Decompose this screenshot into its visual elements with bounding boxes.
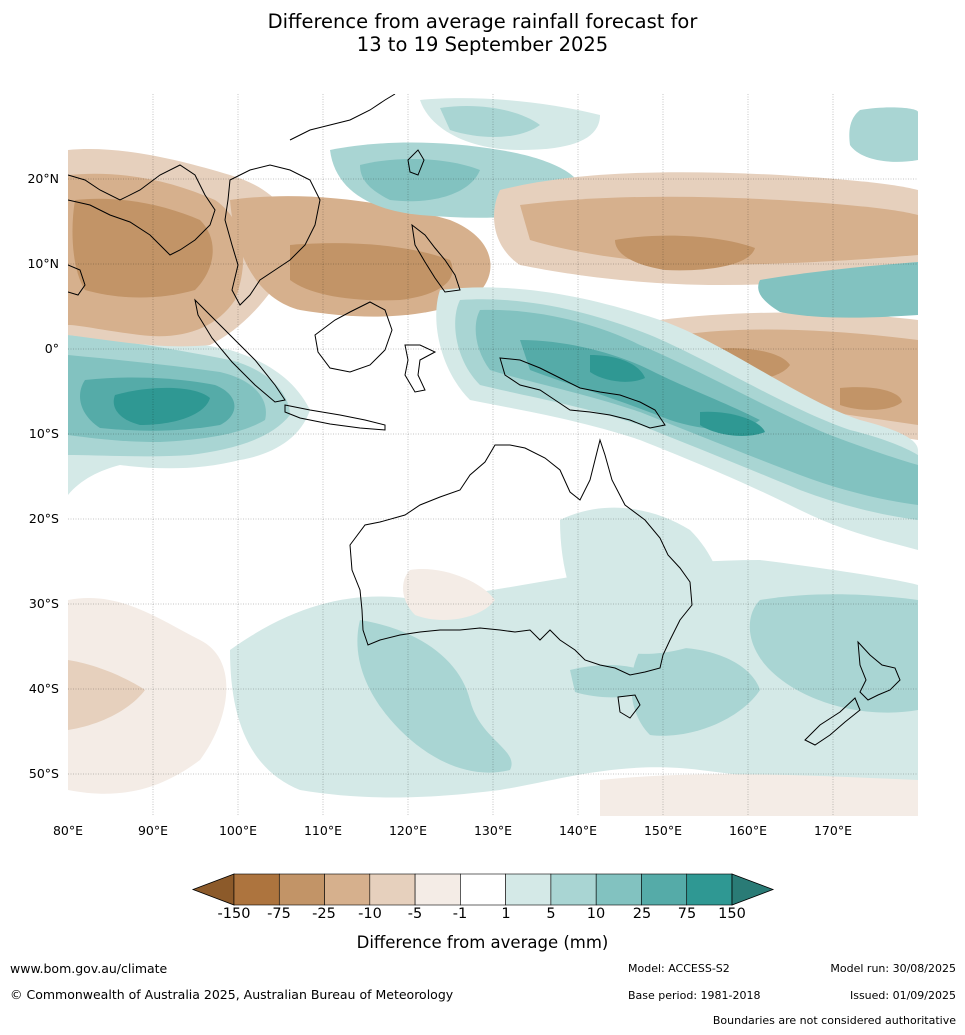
title-line-1: Difference from average rainfall forecas… (267, 10, 698, 33)
anomaly-band-pacific-wet-ne (758, 262, 918, 318)
anomaly-band-aus-east-wet (560, 507, 724, 654)
anomaly-band-south-far (600, 774, 918, 816)
colorbar-tick-neg1: -1 (452, 906, 468, 922)
lat-label-10n: 10°N (27, 256, 59, 271)
graticule (68, 94, 918, 816)
anomaly-band-pacific-wet-ne-2 (849, 107, 918, 162)
anomaly-band-aus-dry (403, 569, 495, 620)
colorbar-tick-25: 25 (632, 906, 652, 922)
colorbar-extend-low (191, 873, 235, 906)
coast-australia (349, 438, 693, 676)
anomaly-band-indian-wet-5 (113, 387, 210, 425)
colorbar-tick-neg5: -5 (407, 906, 423, 922)
colorbar-tick-1: 1 (501, 906, 511, 922)
colorbar-segment (324, 873, 371, 906)
anomaly-band-nz-wet (749, 594, 918, 713)
colorbar-tick-5: 5 (546, 906, 556, 922)
anomaly-band-sea-dry-2 (290, 243, 453, 301)
colorbar-segment (641, 873, 688, 906)
colorbar-segment (460, 873, 506, 906)
lat-label-50s: 50°S (28, 766, 59, 781)
colorbar-segment (550, 873, 597, 906)
lon-label-150e: 150°E (643, 823, 682, 838)
lon-label-100e: 100°E (218, 823, 257, 838)
anomaly-band-south-dry (68, 598, 227, 794)
lat-label-30s: 30°S (28, 596, 59, 611)
colorbar-tick-neg10: -10 (358, 906, 382, 922)
coast-new-zealand-south (804, 697, 861, 746)
anomaly-band-ph-wet-2 (440, 105, 540, 137)
footer-website-link[interactable]: www.bom.gov.au/climate (10, 961, 168, 976)
coast-sumatra (194, 298, 286, 403)
colorbar-segment (369, 873, 416, 906)
footer-model-run: Model run: 30/08/2025 (830, 962, 956, 975)
anomaly-band-ng-wet-5 (590, 355, 645, 382)
footer-model: Model: ACCESS-S2 (628, 962, 730, 975)
coast-taiwan (407, 149, 425, 176)
anomaly-band-south-dry-2 (68, 660, 145, 730)
lon-label-170e: 170°E (813, 823, 852, 838)
anomaly-band-ng-wet-4 (520, 340, 760, 430)
anomaly-band-ng-wet-6 (700, 411, 765, 436)
rainfall-anomaly-map (68, 94, 918, 816)
colorbar-segment (278, 873, 325, 906)
lat-label-10s: 10°S (28, 426, 59, 441)
footer-boundaries-note: Boundaries are not considered authoritat… (712, 1014, 956, 1027)
colorbar-tick-10: 10 (586, 906, 606, 922)
lat-label-20s: 20°S (28, 511, 59, 526)
colorbar-segment (595, 873, 642, 906)
anomaly-band-tasman-wet-2 (357, 620, 512, 773)
colorbar-label: Difference from average (mm) (356, 933, 609, 952)
coast-tasmania (617, 694, 641, 719)
lat-label-0: 0° (44, 341, 59, 356)
colorbar-segment (686, 873, 733, 906)
anomaly-band-pacific-dry-3 (615, 235, 755, 271)
footer-base-period: Base period: 1981-2018 (628, 989, 761, 1002)
anomaly-band-nz-wet-2 (631, 647, 760, 736)
colorbar-segment (505, 873, 552, 906)
anomaly-band-scs-wet-2 (360, 158, 480, 202)
footer-copyright: © Commonwealth of Australia 2025, Austra… (10, 987, 454, 1002)
lon-label-160e: 160°E (728, 823, 767, 838)
coast-sri-lanka (68, 264, 86, 296)
lat-label-20n: 20°N (27, 171, 59, 186)
coast-new-guinea (499, 357, 666, 429)
colorbar-tick-neg75: -75 (267, 906, 291, 922)
map-title: Difference from average rainfall forecas… (0, 10, 965, 56)
colorbar-tick-75: 75 (677, 906, 697, 922)
colorbar-tick-neg25: -25 (312, 906, 336, 922)
coast-philippines (411, 223, 461, 293)
lon-label-110e: 110°E (303, 823, 342, 838)
lon-label-130e: 130°E (473, 823, 512, 838)
coast-sulawesi (404, 344, 437, 393)
coast-java (284, 404, 386, 431)
coast-china (289, 94, 396, 141)
coastlines (68, 94, 901, 746)
colorbar-tick-150: 150 (718, 906, 746, 922)
anomaly-band-pacific-dry-7 (840, 387, 902, 410)
colorbar-segment (233, 873, 280, 906)
anomaly-band-bengal-dry-3 (72, 198, 213, 298)
title-line-2: 13 to 19 September 2025 (356, 33, 609, 56)
coast-borneo (314, 301, 393, 373)
coast-new-zealand-north (857, 640, 901, 701)
colorbar-tick-neg150: -150 (217, 906, 251, 922)
lon-label-120e: 120°E (388, 823, 427, 838)
footer-issued: Issued: 01/09/2025 (849, 989, 956, 1002)
lon-label-90e: 90°E (137, 823, 169, 838)
lon-label-80e: 80°E (52, 823, 84, 838)
lat-label-40s: 40°S (28, 681, 59, 696)
coast-india (68, 164, 216, 256)
lon-label-140e: 140°E (558, 823, 597, 838)
colorbar-segment (414, 873, 461, 906)
coast-indochina (224, 164, 321, 306)
colorbar-extend-high (731, 873, 775, 906)
